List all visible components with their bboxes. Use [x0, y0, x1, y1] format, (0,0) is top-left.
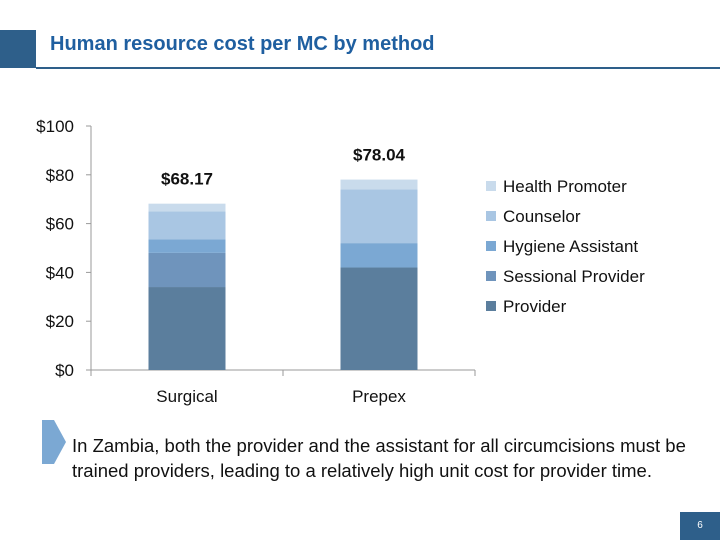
bar-segment-counselor: [148, 211, 226, 240]
y-tick-label: $0: [55, 361, 74, 380]
legend-swatch: [486, 181, 496, 191]
stacked-bar-chart: $0 $20 $40 $60 $80 $100 Surgical $68.17 Prepex $7…: [36, 117, 645, 406]
slide-title: Human resource cost per MC by method: [50, 33, 435, 55]
x-tick-label: Surgical: [156, 387, 217, 406]
legend-swatch: [486, 241, 496, 251]
arrow-bullet-icon: [42, 420, 66, 464]
y-tick-label: $20: [46, 312, 74, 331]
y-tick-label: $60: [46, 215, 74, 234]
legend-label: Hygiene Assistant: [503, 237, 638, 256]
legend-swatch: [486, 301, 496, 311]
legend-swatch: [486, 271, 496, 281]
x-tick-label: Prepex: [352, 387, 406, 406]
legend-label: Sessional Provider: [503, 267, 645, 286]
legend-label: Counselor: [503, 207, 581, 226]
bar-total-label: $68.17: [161, 170, 213, 189]
legend-swatch: [486, 211, 496, 221]
legend-label: Health Promoter: [503, 177, 627, 196]
bar-segment-counselor: [340, 189, 418, 244]
body-text: In Zambia, both the provider and the ass…: [72, 435, 686, 481]
y-tick-label: $80: [46, 166, 74, 185]
y-tick-label: $40: [46, 263, 74, 282]
legend-label: Provider: [503, 297, 567, 316]
header-rule: [36, 67, 720, 69]
bar-segment-hygiene-assistant: [148, 239, 226, 253]
page-number: 6: [680, 512, 720, 540]
y-tick-label: $100: [36, 117, 74, 136]
bar-total-label: $78.04: [353, 146, 406, 165]
bar-segment-provider: [340, 267, 418, 370]
header-accent-block: [0, 30, 36, 68]
bar-segment-health-promoter: [148, 203, 226, 212]
bar-segment-provider: [148, 287, 226, 370]
bar-segment-health-promoter: [340, 179, 418, 190]
bar-segment-sessional-provider: [148, 252, 226, 288]
bar-segment-hygiene-assistant: [340, 243, 418, 268]
